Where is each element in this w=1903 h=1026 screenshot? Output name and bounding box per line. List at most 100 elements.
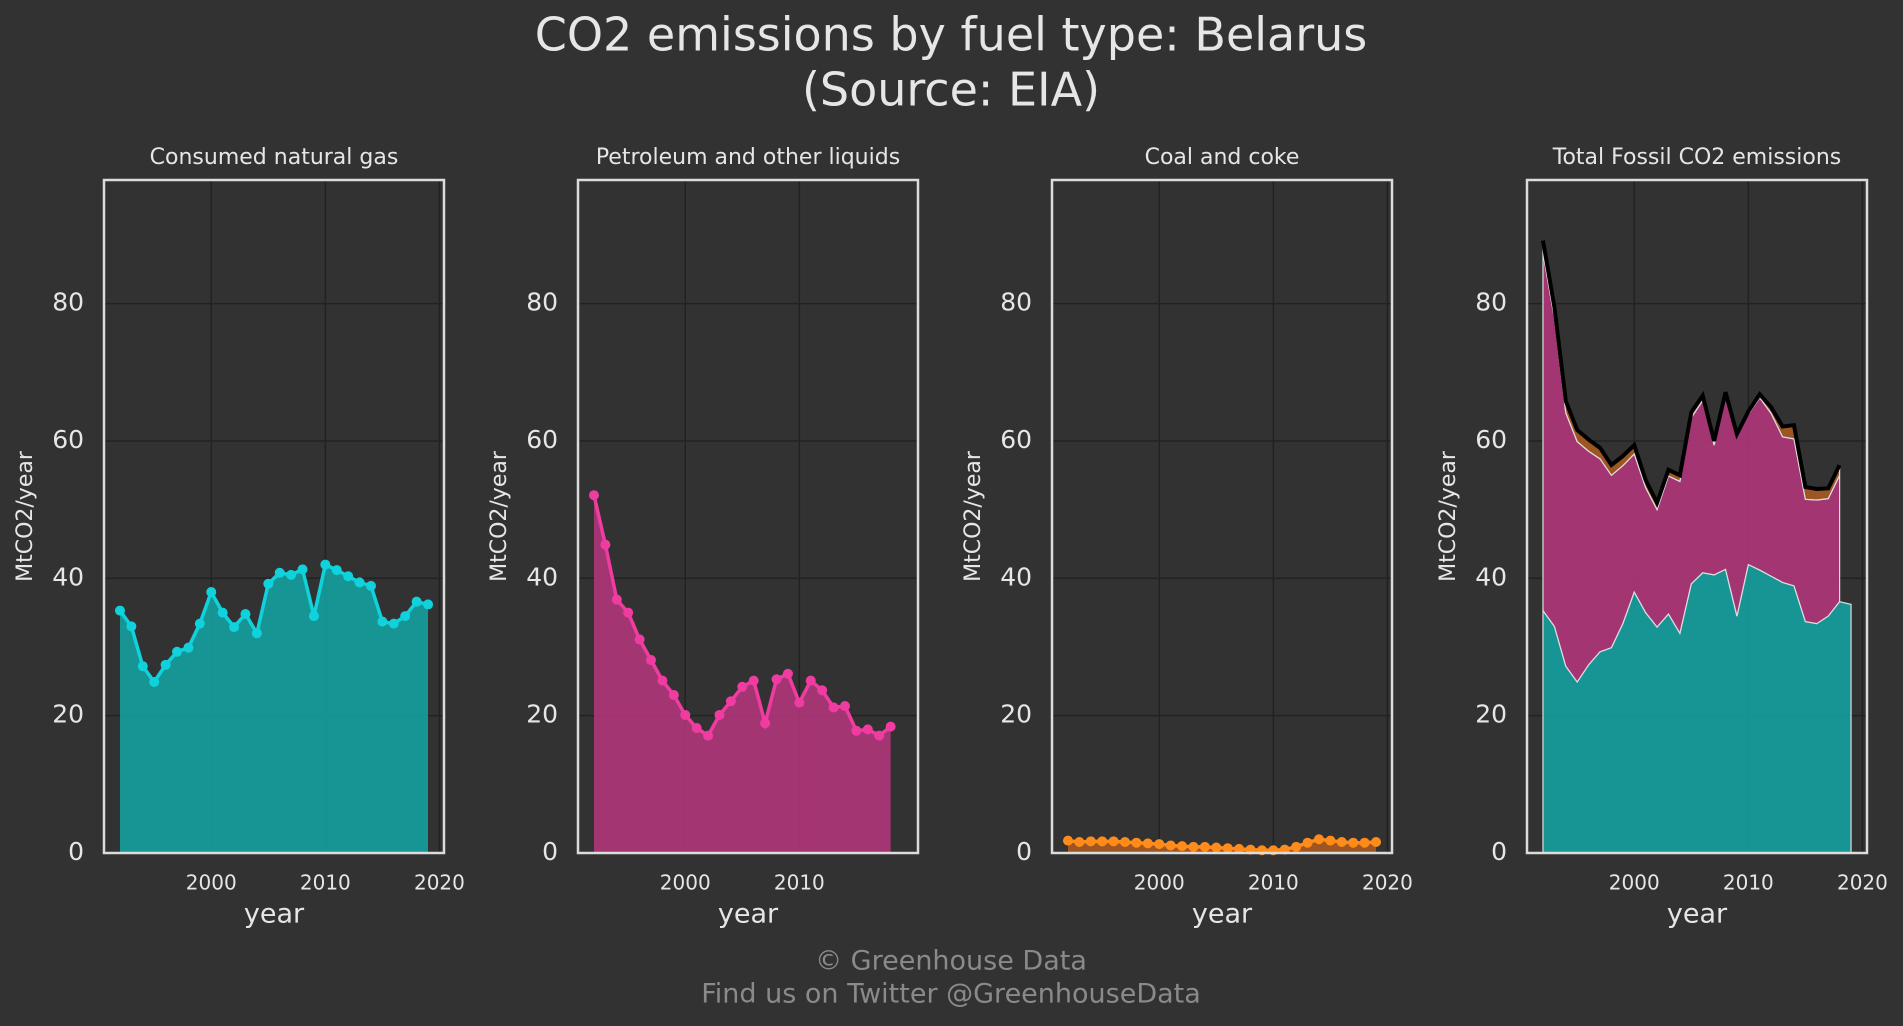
footer: Find us on Twitter @GreenhouseData xyxy=(701,979,1201,1010)
y-tick-label: 80 xyxy=(526,288,558,317)
point xyxy=(1313,834,1324,845)
point xyxy=(388,618,399,629)
point xyxy=(657,675,668,686)
x-axis-label: year xyxy=(718,899,779,930)
y-tick-label: 0 xyxy=(68,837,84,866)
point xyxy=(714,709,725,720)
point xyxy=(308,611,319,622)
x-tick-label: 2000 xyxy=(660,871,711,895)
point xyxy=(1097,836,1108,847)
point xyxy=(1222,843,1233,854)
y-tick-label: 20 xyxy=(1000,700,1032,729)
x-tick-label: 2020 xyxy=(1837,871,1888,895)
x-axis-label: year xyxy=(1192,899,1253,930)
point xyxy=(217,607,228,618)
y-tick-label: 80 xyxy=(1000,288,1032,317)
panel-title: Total Fossil CO2 emissions xyxy=(1552,145,1842,170)
point xyxy=(320,559,331,570)
point xyxy=(805,675,816,686)
plot-frame xyxy=(102,178,446,855)
y-tick-label: 40 xyxy=(1475,562,1507,591)
point xyxy=(263,578,274,589)
plot-frame xyxy=(576,178,920,855)
line xyxy=(118,562,429,686)
point xyxy=(286,569,297,580)
point xyxy=(126,621,137,632)
point xyxy=(703,730,714,741)
plot-frame xyxy=(1050,178,1394,855)
point xyxy=(1120,837,1131,848)
point xyxy=(297,564,308,575)
y-tick-label: 60 xyxy=(1000,425,1032,454)
point xyxy=(725,696,736,707)
point xyxy=(1108,836,1119,847)
point xyxy=(885,721,896,732)
x-tick-label: 2000 xyxy=(186,871,237,895)
point xyxy=(623,607,634,618)
point xyxy=(331,565,342,576)
point xyxy=(343,571,354,582)
point xyxy=(194,618,205,629)
y-tick-label: 60 xyxy=(52,425,84,454)
point xyxy=(771,674,782,685)
point xyxy=(1348,837,1359,848)
point xyxy=(149,677,160,688)
point xyxy=(1302,837,1313,848)
figure-title: CO2 emissions by fuel type: Belarus xyxy=(535,8,1368,62)
area xyxy=(119,564,429,853)
panel-title: Coal and coke xyxy=(1145,145,1300,170)
y-axis-label: MtCO2/year xyxy=(961,450,986,582)
point xyxy=(600,539,611,550)
point xyxy=(782,668,793,679)
point xyxy=(411,596,422,607)
point xyxy=(1154,839,1165,850)
y-tick-label: 20 xyxy=(52,700,84,729)
point xyxy=(588,490,599,501)
point xyxy=(229,622,240,633)
point xyxy=(1188,841,1199,852)
point xyxy=(1199,841,1210,852)
point xyxy=(634,634,645,645)
point xyxy=(1291,841,1302,852)
figure-subtitle: (Source: EIA) xyxy=(802,63,1100,117)
point xyxy=(206,587,217,598)
y-axis-label: MtCO2/year xyxy=(13,450,38,582)
point xyxy=(400,611,411,622)
point xyxy=(874,730,885,741)
point xyxy=(1325,835,1336,846)
point xyxy=(251,628,262,639)
point xyxy=(1336,837,1347,848)
x-tick-label: 2000 xyxy=(1609,871,1660,895)
point xyxy=(760,718,771,729)
point xyxy=(1062,835,1073,846)
x-tick-label: 2020 xyxy=(414,871,465,895)
point xyxy=(851,725,862,736)
point xyxy=(1074,837,1085,848)
point xyxy=(1371,837,1382,848)
point xyxy=(691,723,702,734)
x-tick-label: 2010 xyxy=(774,871,825,895)
point xyxy=(1234,843,1245,854)
plot-frame xyxy=(1525,178,1869,855)
point xyxy=(839,701,850,712)
y-tick-label: 0 xyxy=(1491,837,1507,866)
y-tick-label: 40 xyxy=(52,562,84,591)
point xyxy=(1177,841,1188,852)
point xyxy=(1085,836,1096,847)
point xyxy=(114,605,125,616)
point xyxy=(377,616,388,627)
x-tick-label: 2000 xyxy=(1134,871,1185,895)
point xyxy=(817,685,828,696)
footer: © Greenhouse Data xyxy=(815,946,1087,977)
x-tick-label: 2020 xyxy=(1362,871,1413,895)
point xyxy=(828,702,839,713)
point xyxy=(862,724,873,735)
y-axis-label: MtCO2/year xyxy=(487,450,512,582)
point xyxy=(1359,837,1370,848)
point xyxy=(354,577,365,588)
point xyxy=(680,709,691,720)
point xyxy=(1142,838,1153,849)
y-tick-label: 20 xyxy=(1475,700,1507,729)
